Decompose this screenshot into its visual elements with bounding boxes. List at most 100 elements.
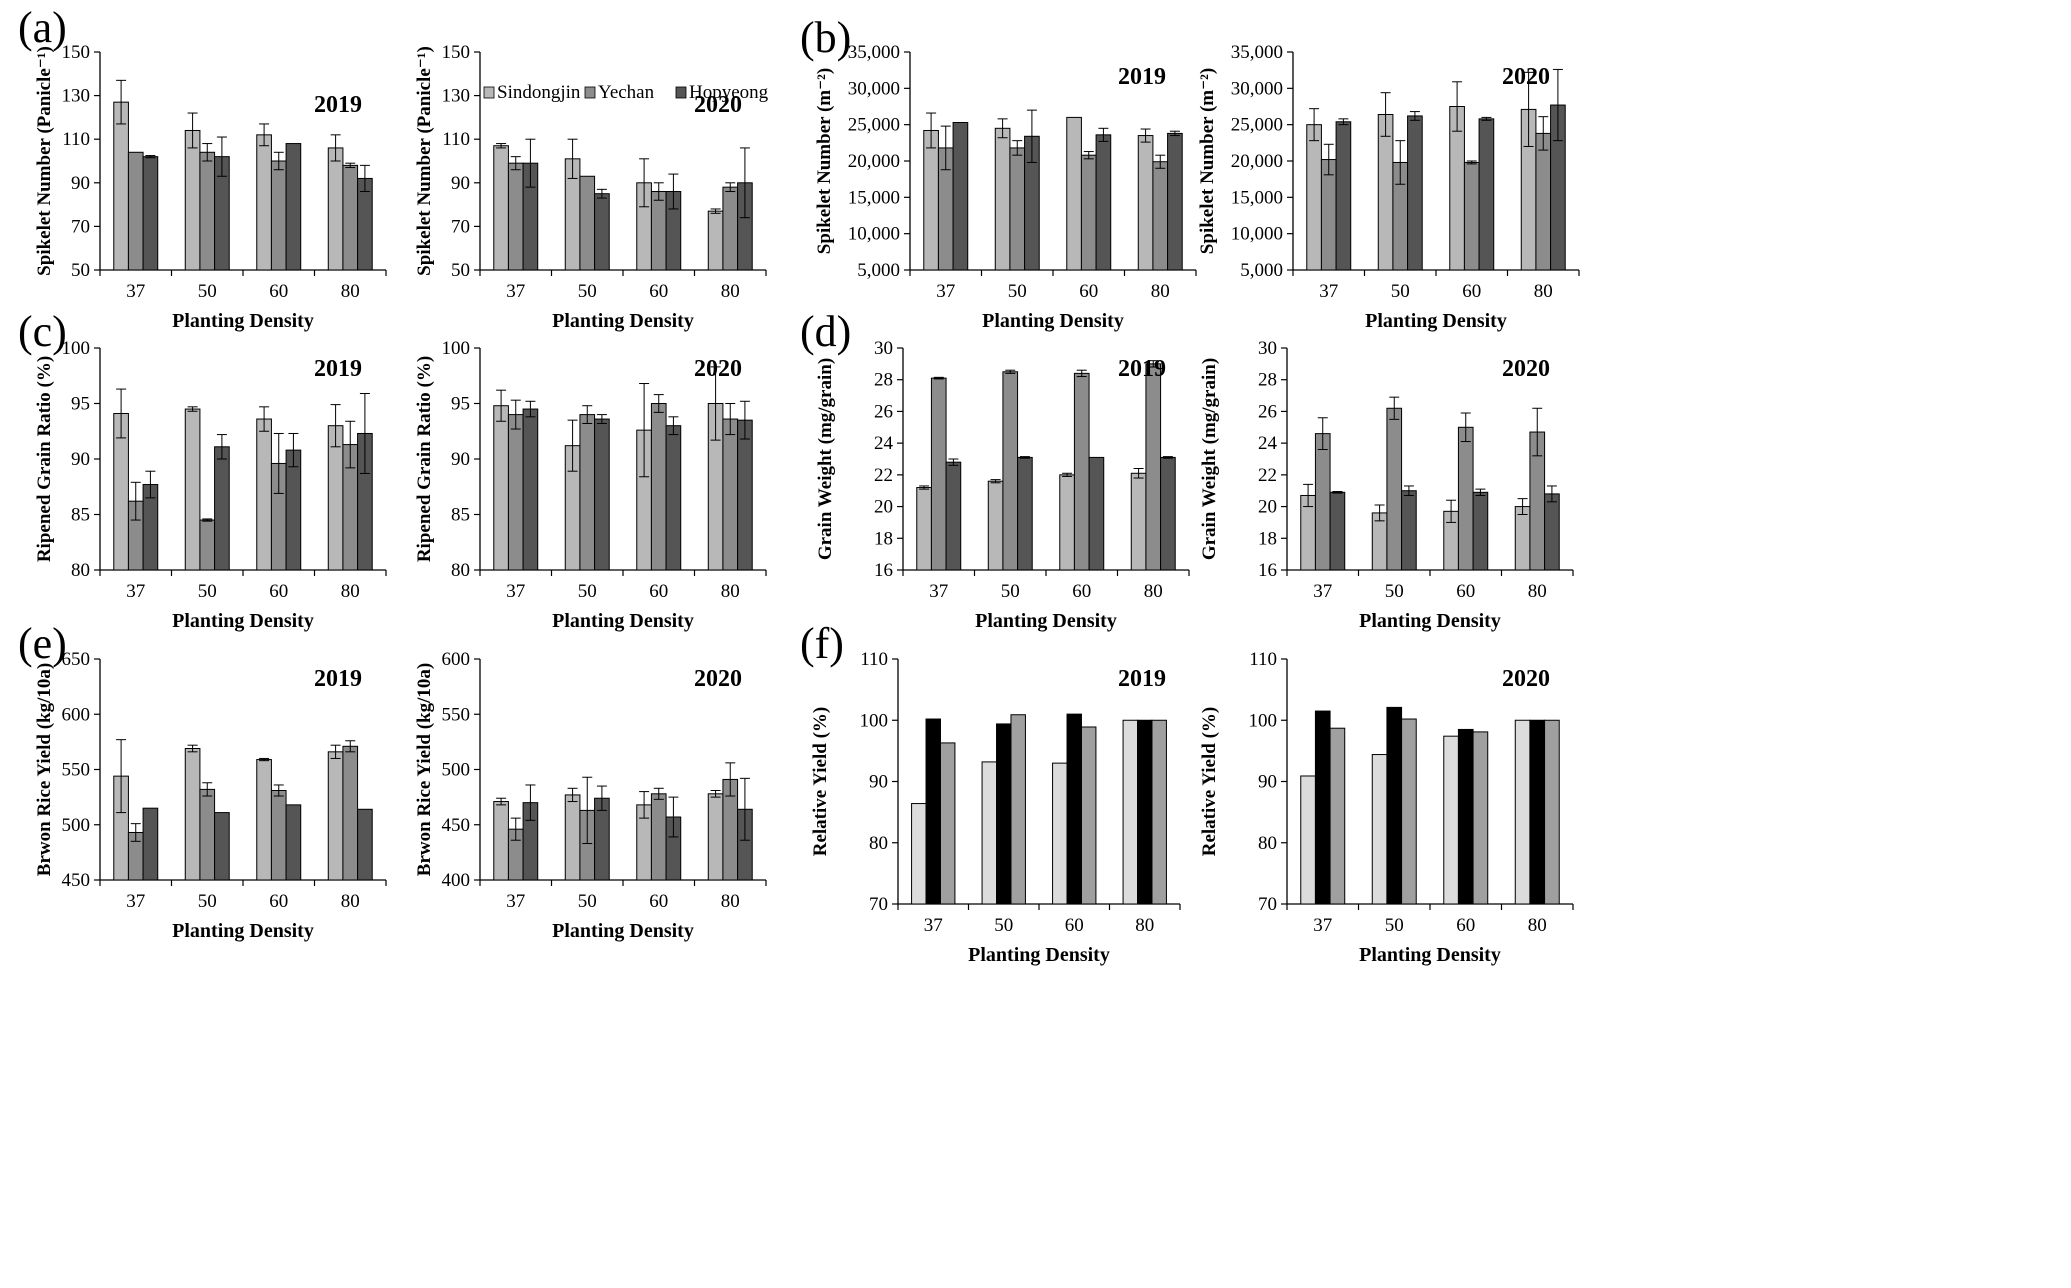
y-tick-label: 20,000	[848, 151, 900, 172]
bar-c2-s0-37	[493, 405, 509, 571]
bar-b2-s1-80	[1535, 132, 1552, 271]
bar-b1-s1-80	[1152, 161, 1169, 271]
y-tick-label: 20,000	[1231, 151, 1283, 172]
panel-letter: (d)	[800, 307, 851, 356]
bar-a1-s0-60	[256, 134, 272, 271]
bar-c1-s0-80	[327, 425, 344, 571]
y-tick-label: 90	[451, 449, 470, 470]
bar-e2-s1-60	[650, 793, 667, 881]
y-tick-label: 26	[874, 401, 893, 422]
bar-f1-s1-37	[925, 718, 941, 905]
x-tick-label: 60	[269, 281, 288, 302]
legend-label-0: Sindongjin	[497, 82, 581, 103]
x-tick-label: 50	[1385, 581, 1404, 602]
x-axis-title: Planting Density	[975, 610, 1117, 632]
x-tick-label: 80	[1528, 581, 1547, 602]
bar-e1-s1-50	[199, 788, 216, 881]
bar-e1-s1-80	[342, 745, 359, 881]
y-tick-label: 90	[71, 173, 90, 194]
x-tick-label: 80	[721, 281, 740, 302]
bar-e1-s0-80	[327, 751, 344, 881]
y-tick-label: 5,000	[1240, 260, 1283, 281]
chart-panel-b2: 5,000 10,000 15,000 20,000 25,000 30,000 35,00…	[1197, 42, 1580, 332]
y-tick-label: 24	[1258, 433, 1278, 454]
chart-panel-b1: 5,000 10,000 15,000 20,000 25,000 30,000 35,00…	[800, 13, 1197, 332]
bar-b2-s2-50	[1407, 115, 1423, 271]
bar-b2-s1-60	[1463, 161, 1480, 271]
bar-f1-s0-80	[1122, 719, 1139, 905]
x-tick-label: 37	[924, 915, 943, 936]
x-tick-label: 60	[269, 891, 288, 912]
legend-label-2: Hopyeong	[689, 82, 769, 103]
x-tick-label: 37	[1319, 281, 1338, 302]
y-tick-label: 85	[451, 505, 470, 526]
bar-a2-s0-37	[493, 145, 509, 271]
bar-d1-s0-37	[916, 487, 932, 571]
bar-b2-s2-37	[1335, 121, 1352, 271]
x-tick-label: 37	[506, 581, 525, 602]
chart-panel-c2: 80 85 90 95 100 37 50 60 80 2020 Planting Density R…	[414, 338, 767, 632]
bar-a2-s1-37	[507, 162, 524, 271]
y-tick-label: 20	[874, 497, 893, 518]
y-tick-label: 15,000	[848, 187, 900, 208]
y-tick-label: 550	[442, 704, 471, 725]
chart-panel-c1: 80 85 90 95 100 37 50 60 80 2019 Planting Density R…	[18, 307, 387, 632]
y-tick-label: 26	[1258, 401, 1277, 422]
chart-year-title: 2020	[694, 92, 742, 118]
y-tick-label: 16	[1258, 560, 1277, 581]
y-tick-label: 50	[71, 260, 90, 281]
y-tick-label: 100	[442, 338, 471, 359]
y-tick-label: 110	[1249, 649, 1277, 670]
bar-c2-s1-50	[579, 414, 596, 571]
chart-year-title: 2020	[1502, 64, 1550, 90]
y-tick-label: 70	[451, 216, 470, 237]
legend: Sindongjin Yechan Hopyeong	[483, 82, 769, 103]
bar-b1-s1-60	[1080, 154, 1097, 271]
bar-a2-s1-80	[722, 186, 739, 271]
y-tick-label: 130	[62, 86, 91, 107]
y-axis-title: Spikelet Number (m⁻²)	[814, 68, 835, 254]
chart-year-title: 2020	[1502, 666, 1550, 692]
bar-f2-s1-80	[1529, 719, 1546, 905]
x-tick-label: 80	[341, 281, 360, 302]
chart-panel-d2: 16 18 20 22 24 26 28 30 37 50 60 80 2020 Planting Den…	[1199, 338, 1574, 632]
y-tick-label: 50	[451, 260, 470, 281]
x-tick-label: 50	[578, 891, 597, 912]
x-tick-label: 80	[1144, 581, 1163, 602]
chart-year-title: 2019	[314, 356, 362, 382]
x-tick-label: 60	[1079, 281, 1098, 302]
y-axis-title: Ripened Grain Ratio (%)	[34, 356, 55, 562]
y-tick-label: 10,000	[848, 224, 900, 245]
bar-a1-s2-80	[357, 177, 373, 271]
bar-f1-s2-60	[1080, 726, 1097, 905]
bar-c2-s1-80	[722, 418, 739, 571]
x-axis-title: Planting Density	[172, 610, 314, 632]
y-tick-label: 100	[1249, 710, 1278, 731]
bar-d2-s1-37	[1314, 433, 1331, 571]
x-tick-label: 37	[506, 891, 525, 912]
chart-year-title: 2019	[1118, 666, 1166, 692]
x-tick-label: 50	[1385, 915, 1404, 936]
y-tick-label: 550	[62, 760, 91, 781]
y-tick-label: 100	[860, 710, 889, 731]
x-axis-title: Planting Density	[1359, 944, 1501, 966]
bar-e1-s2-60	[285, 804, 302, 881]
bar-c1-s2-60	[285, 449, 302, 571]
bar-f2-s1-50	[1386, 706, 1403, 905]
legend-swatch-1	[584, 86, 596, 99]
y-axis-title: Ripened Grain Ratio (%)	[414, 356, 435, 562]
bar-b1-s2-37	[952, 121, 969, 271]
bar-f1-s1-50	[996, 723, 1012, 905]
y-tick-label: 110	[860, 649, 888, 670]
chart-panel-a2: 50 70 90 110 130 150 37 50 60 80 2020 Planting Dens…	[414, 42, 769, 332]
chart-year-title: 2019	[1118, 356, 1166, 382]
x-tick-label: 80	[1534, 281, 1553, 302]
bar-c1-s0-60	[256, 418, 272, 571]
bar-f1-s1-60	[1066, 713, 1082, 905]
x-tick-label: 50	[994, 915, 1013, 936]
x-axis-title: Planting Density	[968, 944, 1110, 966]
bar-f1-s0-50	[981, 761, 998, 905]
bar-a2-s1-60	[650, 191, 667, 271]
y-tick-label: 24	[874, 433, 894, 454]
y-tick-label: 30	[1258, 338, 1277, 359]
